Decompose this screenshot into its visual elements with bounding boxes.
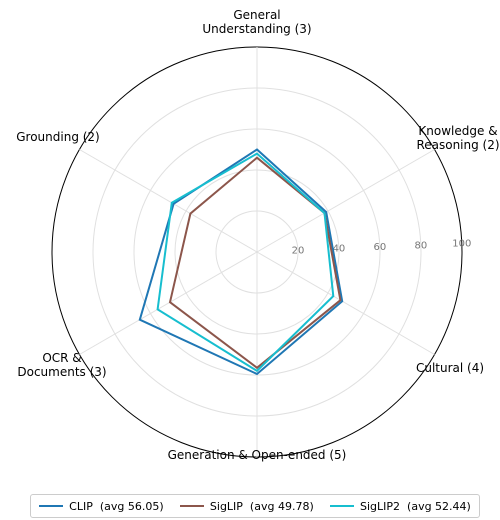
r-tick-label: 20: [292, 245, 305, 256]
axis-label: OCR & Documents (3): [17, 351, 107, 379]
spoke: [79, 149, 258, 253]
series-line: [138, 148, 344, 376]
legend-swatch: [330, 505, 355, 507]
r-tick-label: 100: [452, 239, 471, 250]
legend-item: CLIP (avg 56.05): [39, 499, 164, 513]
spoke: [79, 251, 258, 355]
axis-label: Knowledge & Reasoning (2): [416, 124, 500, 152]
legend-swatch: [39, 505, 64, 507]
legend-label: SigLIP (avg 49.78): [209, 499, 314, 513]
spoke: [256, 251, 435, 355]
legend-swatch: [179, 505, 204, 507]
legend-item: SigLIP (avg 49.78): [179, 499, 314, 513]
axis-label: General Understanding (3): [202, 8, 312, 36]
legend-item: SigLIP2 (avg 52.44): [330, 500, 471, 513]
spoke: [256, 149, 435, 253]
r-tick-label: 40: [333, 244, 346, 255]
r-tick-label: 80: [414, 240, 427, 251]
series-line: [156, 152, 335, 373]
plot: 20 40 60 80 100: [51, 46, 471, 458]
axis-label: Cultural (4): [415, 361, 485, 375]
axis-label: Generation & Open-ended (5): [167, 448, 347, 462]
r-tick-label: 60: [374, 242, 387, 253]
legend: CLIP (avg 56.05) SigLIP (avg 49.78) SigLIP…: [30, 494, 480, 518]
axis-label: Grounding (2): [16, 130, 100, 144]
legend-label: CLIP (avg 56.05): [69, 499, 164, 513]
legend-label: SigLIP2 (avg 52.44): [360, 499, 471, 513]
